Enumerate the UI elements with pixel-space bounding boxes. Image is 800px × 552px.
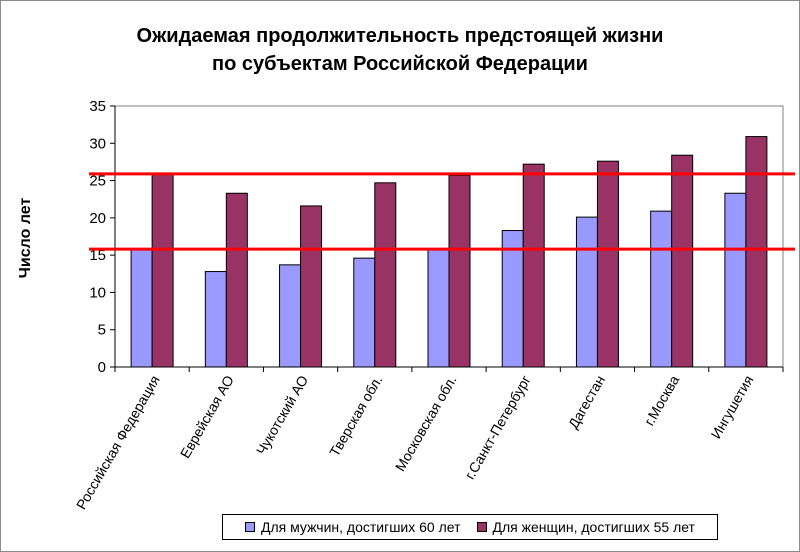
y-tick-label: 5 (98, 322, 106, 339)
legend-label-women: Для женщин, достигших 55 лет (492, 519, 695, 535)
bar-women (225, 192, 248, 368)
bar-women (522, 163, 545, 368)
y-tick-label: 25 (89, 173, 106, 190)
legend-item-men: Для мужчин, достигших 60 лет (245, 519, 461, 535)
bar-men (501, 230, 524, 368)
chart-title-line-2: по субъектам Российской Федерации (212, 53, 588, 75)
bar-men (427, 248, 450, 368)
y-tick-label: 35 (89, 98, 106, 115)
bar-women (671, 154, 694, 368)
bar-men (650, 210, 673, 368)
chart-title: Ожидаемая продолжительность предстоящей … (0, 22, 800, 78)
bar-women (151, 173, 174, 368)
bar-men (575, 216, 598, 368)
legend: Для мужчин, достигших 60 лет Для женщин,… (222, 514, 718, 540)
y-tick-label: 15 (89, 247, 106, 264)
bar-women (300, 205, 323, 368)
bar-women (745, 136, 768, 368)
bar-men (204, 271, 227, 368)
x-tick-label: Тверская обл. (326, 373, 385, 460)
bar-men (724, 192, 747, 368)
legend-label-men: Для мужчин, достигших 60 лет (261, 519, 461, 535)
x-tick-label: Российская Федерация (73, 373, 163, 513)
chart-title-line-1: Ожидаемая продолжительность предстоящей … (136, 25, 664, 47)
legend-item-women: Для женщин, достигших 55 лет (476, 519, 695, 535)
x-tick-label: г.Санкт-Петербург (461, 373, 533, 482)
y-tick-label: 0 (98, 359, 106, 376)
x-tick-label: Московская обл. (392, 373, 460, 474)
bar-women (596, 160, 619, 368)
x-tick-label: Еврейская АО (177, 372, 237, 460)
y-tick-label: 20 (89, 210, 106, 227)
bar-women (374, 182, 397, 368)
bar-men (279, 264, 302, 368)
bar-women (448, 174, 471, 368)
x-tick-label: г.Москва (641, 372, 683, 428)
bar-men (130, 248, 153, 368)
legend-swatch-men (245, 522, 256, 532)
x-tick-label: Дагестан (565, 373, 608, 432)
y-tick-label: 10 (89, 284, 106, 301)
y-tick-label: 30 (89, 135, 106, 152)
x-tick-label: Чукотский АО (253, 372, 311, 457)
legend-swatch-women (476, 522, 487, 532)
x-tick-label: Ингушетия (707, 373, 756, 442)
bar-men (353, 257, 376, 368)
